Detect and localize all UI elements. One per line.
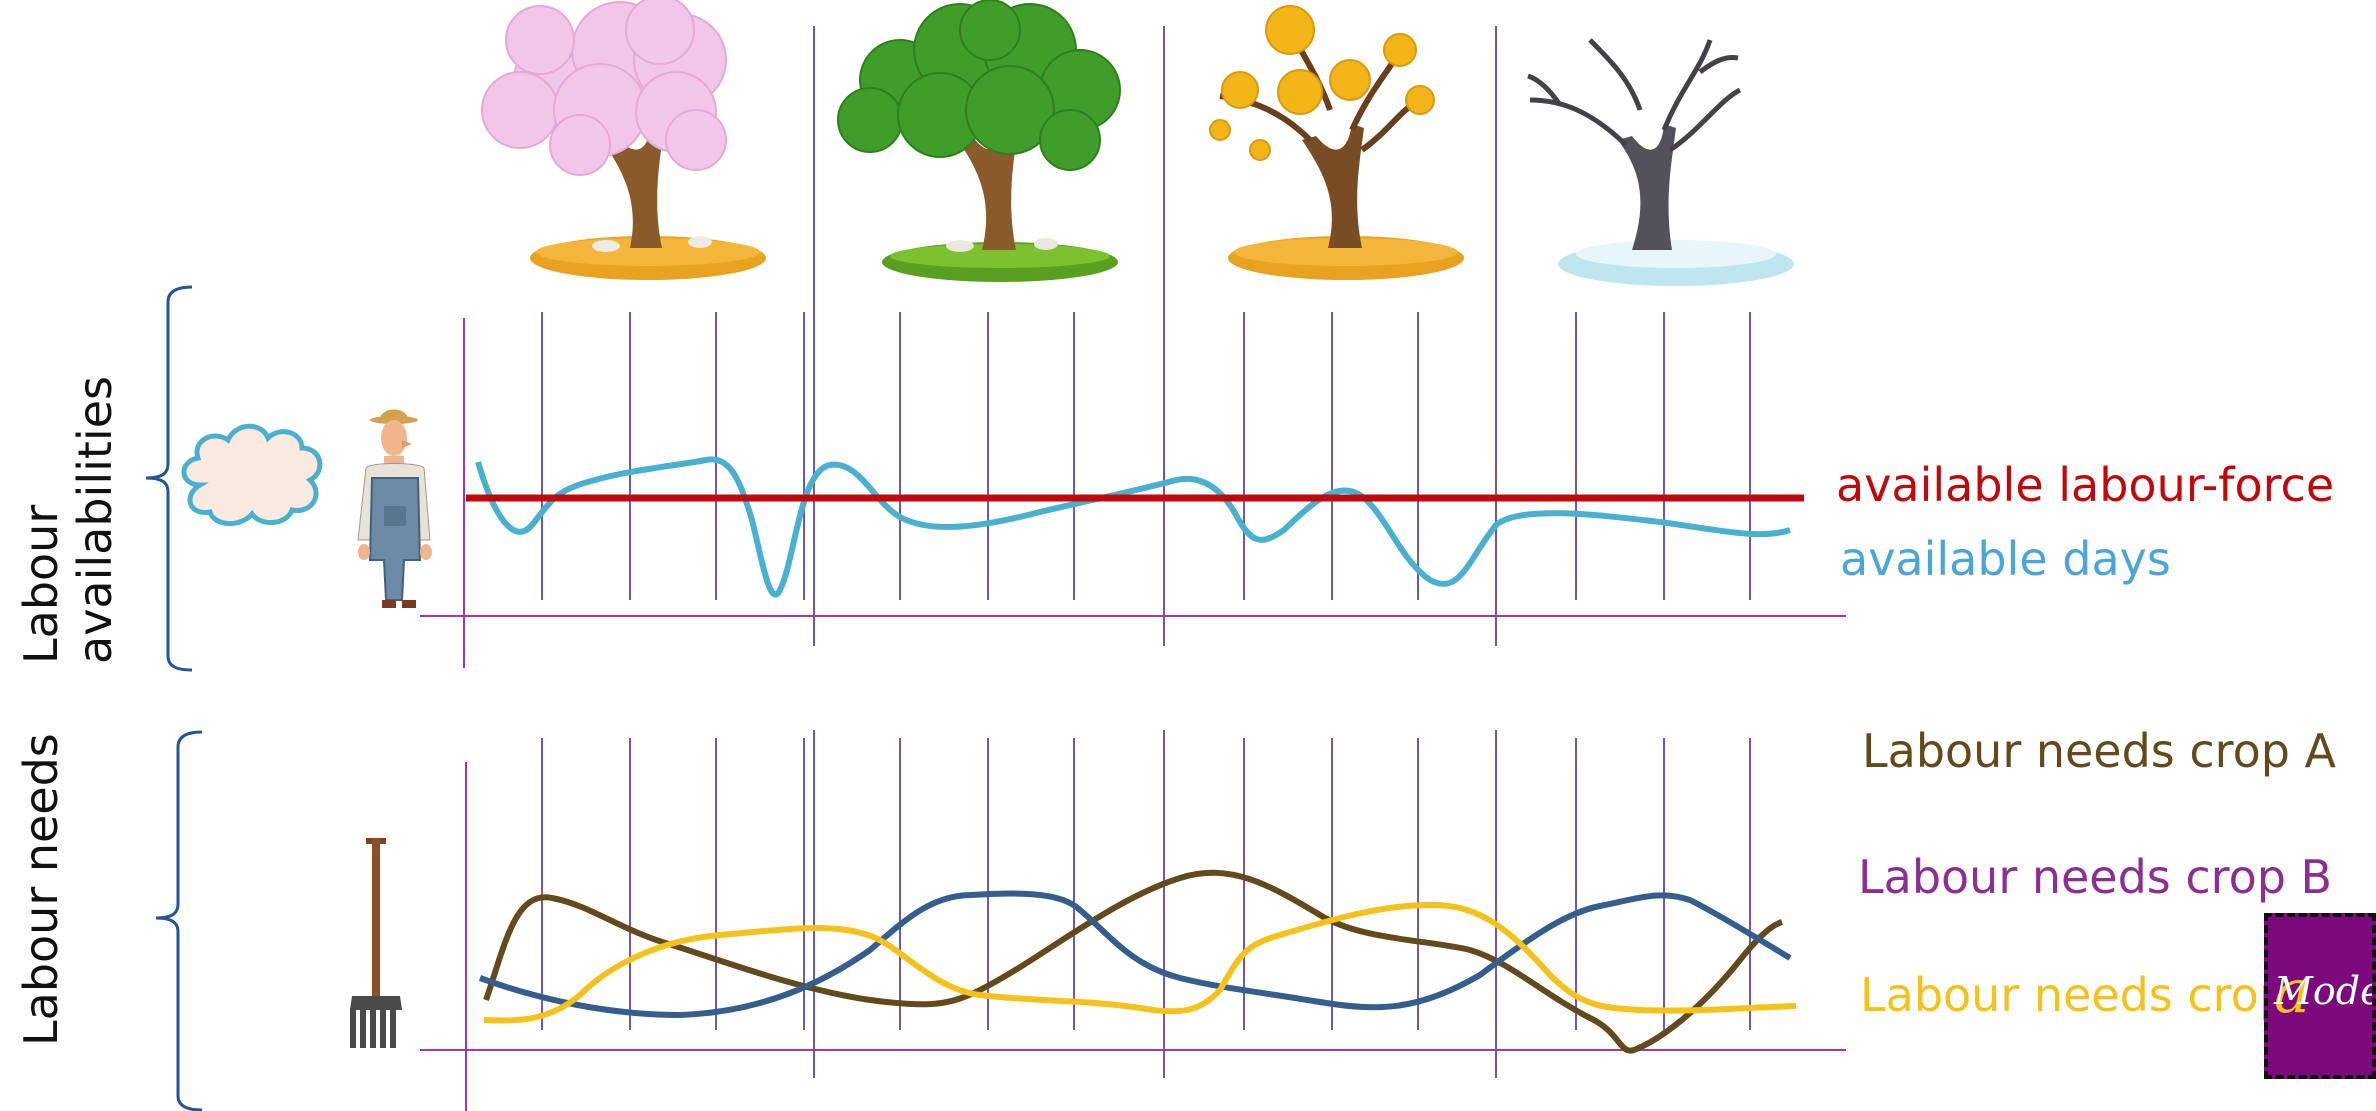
needs-grid [541, 730, 1751, 1078]
legend-crop-c: Labour needs crop C [1860, 968, 2335, 1022]
summer-tree-icon [837, 0, 1121, 282]
available-days-curve [475, 456, 1791, 598]
needs-bracket [155, 730, 203, 1111]
availabilities-title: Labour availabilities [14, 264, 122, 664]
crop-c-curve [483, 901, 1797, 1024]
legend-crop-a: Labour needs crop A [1862, 724, 2337, 778]
availabilities-bracket [145, 285, 193, 672]
needs-title: Labour needs [14, 733, 68, 1046]
legend-labour-force: available labour-force [1836, 458, 2335, 512]
availability-grid [541, 26, 1751, 646]
legend-available-days: available days [1840, 532, 2171, 586]
crop-b-curve [478, 890, 1792, 1019]
logo-text: Modell [2274, 969, 2372, 1013]
cloud-icon [181, 423, 323, 526]
autumn-tree-icon [1209, 5, 1464, 280]
logo-accent: a [2274, 957, 2310, 1027]
farmer-icon [357, 409, 432, 608]
availabilities-title-text: Labour availabilities [14, 376, 122, 664]
brand-logo: a Modell [2264, 913, 2376, 1079]
pitchfork-icon [350, 838, 402, 1048]
crop-a-curve [483, 869, 1784, 1054]
spring-tree-icon [481, 0, 766, 280]
legend-crop-b: Labour needs crop B [1858, 850, 2333, 904]
winter-tree-icon [1527, 38, 1794, 286]
